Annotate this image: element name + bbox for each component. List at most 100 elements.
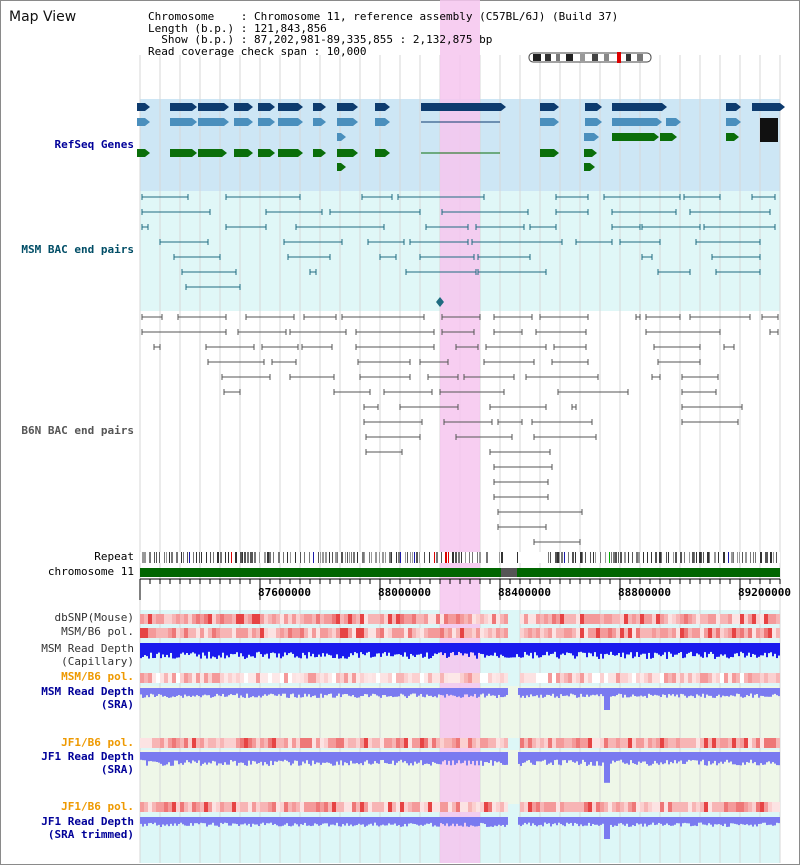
heat-cell (600, 738, 604, 748)
heat-cell (224, 738, 228, 748)
heat-cell (568, 738, 572, 748)
depth-bar (570, 688, 572, 694)
repeat-mark (445, 552, 447, 563)
depth-bar (384, 643, 386, 653)
depth-bar (616, 752, 618, 761)
heat-cell (504, 628, 508, 638)
depth-bar (410, 688, 412, 695)
depth-bar (706, 817, 708, 826)
heat-cell (416, 673, 420, 683)
depth-bar (478, 752, 480, 766)
depth-bar (720, 817, 722, 825)
heat-cell (392, 614, 396, 624)
repeat-mark (760, 552, 762, 563)
depth-bar (430, 817, 432, 823)
depth-bar (582, 643, 584, 653)
heat-cell (352, 738, 356, 748)
heat-cell (352, 614, 356, 624)
heat-cell (420, 673, 424, 683)
heat-cell (152, 614, 156, 624)
depth-bar (150, 817, 152, 823)
depth-bar (364, 688, 366, 695)
track-label-msm-depth-cap[interactable]: MSM Read Depth (41, 642, 134, 655)
track-label-msm-depth-sra[interactable]: MSM Read Depth (41, 685, 134, 698)
depth-bar (184, 817, 186, 826)
track-label-b6n-bac[interactable]: B6N BAC end pairs (21, 424, 134, 437)
track-label-msm-b6-pol-2[interactable]: MSM/B6 pol. (61, 670, 134, 683)
depth-bar (428, 688, 430, 696)
depth-bar (606, 643, 608, 654)
heat-cell (568, 673, 572, 683)
heat-cell (748, 614, 752, 624)
depth-bar (500, 752, 502, 763)
depth-bar (618, 752, 620, 761)
depth-bar (636, 752, 638, 765)
heat-cell (212, 738, 216, 748)
track-label-repeat[interactable]: Repeat (94, 550, 134, 563)
heat-cell (164, 802, 168, 812)
heat-cell (300, 802, 304, 812)
track-label-dbsnp[interactable]: dbSNP(Mouse) (54, 611, 134, 624)
gene-exon (584, 133, 594, 141)
repeat-mark (613, 552, 615, 563)
depth-bar (626, 643, 628, 655)
depth-bar (574, 643, 576, 659)
depth-bar (542, 817, 544, 827)
depth-bar (376, 752, 378, 764)
heat-cell (756, 673, 760, 683)
track-label-jf1-depth-sra[interactable]: JF1 Read Depth (41, 750, 134, 763)
heat-cell (248, 673, 252, 683)
gene-exon (258, 149, 270, 157)
heat-cell (760, 738, 764, 748)
depth-bar (450, 752, 452, 766)
gene-exon (540, 103, 554, 111)
info-length: Length (b.p.) : 121,843,856 (148, 21, 327, 35)
heat-cell (208, 673, 212, 683)
repeat-mark (745, 552, 747, 563)
heat-cell (564, 628, 568, 638)
heat-cell (160, 673, 164, 683)
depth-bar (468, 643, 470, 657)
track-label-msm-bac[interactable]: MSM BAC end pairs (21, 243, 134, 256)
depth-bar (470, 688, 472, 696)
track-label-refseq[interactable]: RefSeq Genes (54, 138, 134, 151)
depth-bar (320, 643, 322, 657)
depth-bar (520, 688, 522, 698)
repeat-mark (364, 552, 365, 563)
heat-cell (560, 614, 564, 624)
heat-cell (772, 673, 776, 683)
heat-cell (552, 738, 556, 748)
gene-strand-arrow (224, 103, 229, 111)
heat-cell (408, 673, 412, 683)
track-label-jf1-b6-pol[interactable]: JF1/B6 pol. (61, 736, 134, 749)
heat-cell (612, 628, 616, 638)
depth-bar (426, 688, 428, 695)
heat-cell (328, 738, 332, 748)
depth-bar (348, 643, 350, 657)
depth-bar (772, 643, 774, 657)
heat-cell (524, 614, 528, 624)
heat-cell (708, 673, 712, 683)
heat-cell (140, 802, 144, 812)
heat-cell (336, 673, 340, 683)
track-label-jf1-b6-pol-2[interactable]: JF1/B6 pol. (61, 800, 134, 813)
depth-bar (648, 688, 650, 694)
depth-bar (624, 817, 626, 826)
heat-cell (388, 738, 392, 748)
depth-bar (378, 752, 380, 764)
depth-bar (278, 688, 280, 695)
heat-cell (548, 738, 552, 748)
track-label-chromosome[interactable]: chromosome 11 (47, 565, 134, 578)
repeat-mark (347, 552, 348, 563)
repeat-mark (300, 552, 301, 563)
heat-cell (768, 738, 772, 748)
track-label-jf1-depth-trim[interactable]: JF1 Read Depth (41, 815, 134, 828)
repeat-mark (362, 552, 364, 563)
repeat-mark (755, 552, 756, 563)
heat-cell (572, 802, 576, 812)
heat-cell (188, 738, 192, 748)
track-label-msm-b6-pol[interactable]: MSM/B6 pol. (61, 625, 134, 638)
heat-cell (260, 802, 264, 812)
depth-bar (424, 817, 426, 825)
